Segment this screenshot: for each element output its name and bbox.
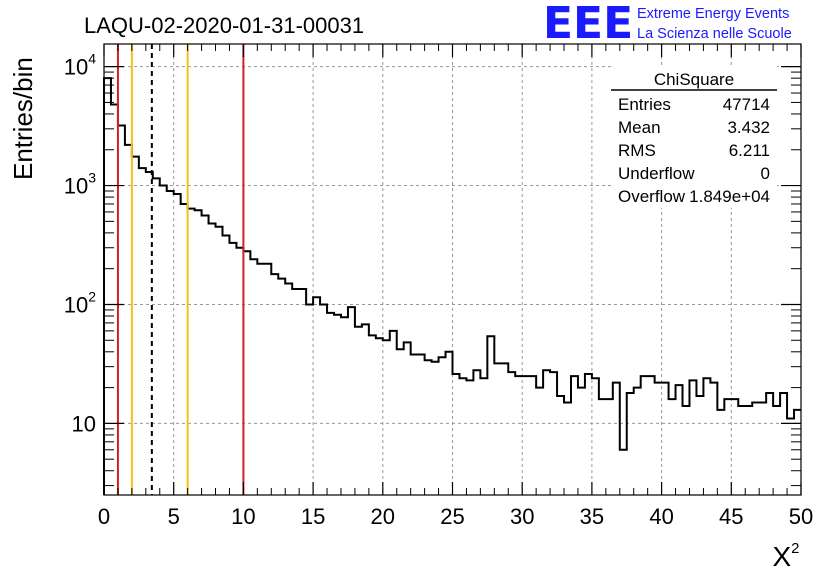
stats-label-underflow: Underflow — [618, 164, 695, 183]
axis-ticks: 0 5 10 15 20 25 30 35 40 45 50 10 102 103 104 — [64, 44, 813, 529]
stats-value-rms: 6.211 — [729, 141, 770, 160]
stats-box: ChiSquare Entries 47714 Mean 3.432 RMS 6… — [611, 66, 777, 208]
stats-value-overflow: 1.849e+04 — [689, 187, 770, 206]
histogram-outline — [103, 77, 801, 495]
x-tick-label: 35 — [580, 504, 604, 529]
x-tick-label: 30 — [510, 504, 534, 529]
stats-box-title: ChiSquare — [654, 70, 734, 89]
stats-value-mean: 3.432 — [727, 118, 770, 137]
y-tick-label: 10 — [72, 411, 96, 436]
stats-label-mean: Mean — [618, 118, 661, 137]
grid-lines — [104, 44, 801, 495]
logo-letters: EEE — [543, 0, 633, 49]
x-tick-label: 40 — [649, 504, 673, 529]
logo-line1: Extreme Energy Events — [637, 6, 789, 22]
eee-logo: EEE Extreme Energy Events La Scienza nel… — [543, 0, 792, 49]
stats-value-underflow: 0 — [761, 164, 770, 183]
stats-label-overflow: Overflow — [618, 187, 686, 206]
histogram — [103, 77, 801, 495]
y-tick-label: 104 — [64, 51, 96, 80]
x-tick-label: 25 — [440, 504, 464, 529]
x-tick-label: 10 — [231, 504, 255, 529]
x-axis-label: X2 — [772, 540, 799, 572]
x-tick-label: 0 — [98, 504, 110, 529]
logo-line2: La Scienza nelle Scuole — [637, 26, 792, 42]
stats-label-entries: Entries — [618, 95, 671, 114]
x-axis-label-superscript: 2 — [791, 540, 799, 557]
y-tick-label: 103 — [64, 170, 96, 199]
x-tick-label: 5 — [168, 504, 180, 529]
x-tick-label: 15 — [301, 504, 325, 529]
stats-value-entries: 47714 — [723, 95, 770, 114]
x-tick-label: 45 — [719, 504, 743, 529]
y-axis-label: Entries/bin — [8, 57, 38, 180]
y-tick-label: 102 — [64, 288, 96, 317]
reference-lines — [116, 44, 245, 495]
x-tick-label: 20 — [371, 504, 395, 529]
chart-title: LAQU-02-2020-01-31-00031 — [84, 13, 364, 38]
x-tick-label: 50 — [789, 504, 813, 529]
stats-label-rms: RMS — [618, 141, 656, 160]
